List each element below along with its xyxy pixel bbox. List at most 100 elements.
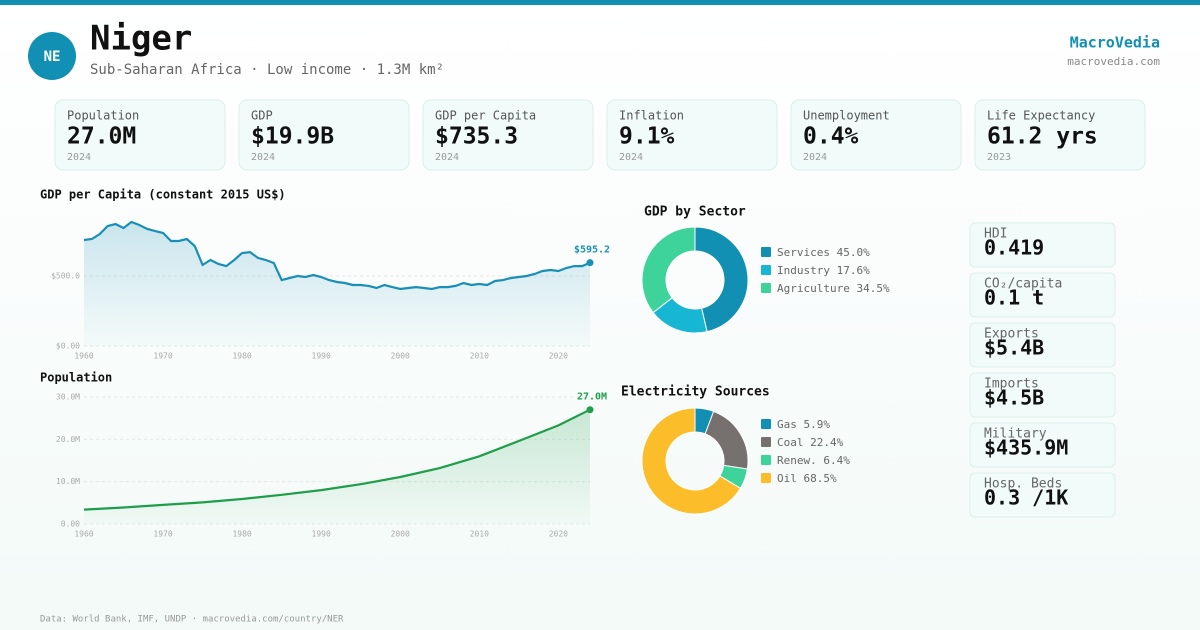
legend-swatch [761, 455, 771, 465]
stat-card [969, 272, 1116, 318]
legend-swatch [761, 437, 771, 447]
y-tick-label: 20.0M [56, 435, 80, 444]
stat-card [969, 322, 1116, 368]
y-tick-label: 10.0M [56, 477, 80, 486]
x-tick-label: 2020 [549, 530, 568, 539]
y-tick-label: $0.00 [56, 342, 80, 351]
stat-label: CO₂/capita [984, 277, 1062, 292]
kpi-value: 27.0M [67, 124, 136, 150]
x-tick-label: 1970 [153, 352, 172, 361]
line [83, 408, 591, 511]
stat-value: 0.3 /1K [984, 486, 1068, 510]
stat-value: $435.9M [984, 436, 1068, 460]
stat-label: Military [984, 427, 1047, 442]
stat-value: 0.1 t [984, 286, 1044, 310]
legend-value: 34.5% [856, 282, 889, 295]
stat-label: Exports [984, 327, 1039, 342]
y-tick-label: 30.0M [56, 393, 80, 402]
stat-card [969, 222, 1116, 268]
badge [28, 32, 76, 80]
x-tick-label: 2010 [470, 352, 489, 361]
kpi-card [238, 99, 410, 171]
legend-name: Gas [777, 418, 797, 431]
subtitle: Sub-Saharan Africa · Low income · 1.3M k… [90, 62, 444, 78]
chart-title: Population [40, 371, 112, 385]
kpi-card [606, 99, 778, 171]
badge-text: NE [44, 49, 61, 65]
kpi-card [790, 99, 962, 171]
legend-swatch [761, 283, 771, 293]
stat-label: HDI [984, 227, 1007, 242]
legend-name: Coal [777, 436, 804, 449]
stat-label: Hosp. Beds [984, 477, 1062, 492]
legend-value: 17.6% [837, 264, 870, 277]
x-tick-label: 1980 [232, 530, 251, 539]
kpi-card [54, 99, 226, 171]
legend-value: 45.0% [837, 246, 870, 259]
legend-value: 6.4% [823, 454, 850, 467]
stat-value: 0.419 [984, 236, 1044, 260]
kpi-value: 61.2 yrs [987, 124, 1098, 150]
kpi-value: $19.9B [251, 124, 334, 150]
x-tick-label: 2020 [549, 352, 568, 361]
brand-url: macrovedia.com [1067, 55, 1160, 68]
line [83, 220, 591, 291]
kpi-label: Life Expectancy [987, 109, 1095, 123]
end-point [586, 406, 594, 414]
legend-name: Services [777, 246, 830, 259]
x-tick-label: 2000 [391, 530, 410, 539]
legend-name: Industry [777, 264, 830, 277]
legend-name: Oil [777, 472, 797, 485]
stat-card [969, 372, 1116, 418]
legend-label: Services 45.0% [777, 246, 870, 259]
legend-value: 5.9% [804, 418, 831, 431]
x-tick-label: 1960 [74, 352, 93, 361]
end-point [586, 259, 594, 267]
value-label: 27.0M [577, 392, 607, 403]
kpi-label: Inflation [619, 109, 684, 123]
stat-value: $4.5B [984, 386, 1044, 410]
kpi-value: 9.1% [619, 124, 675, 150]
x-tick-label: 1960 [74, 530, 93, 539]
legend-name: Agriculture [777, 282, 850, 295]
kpi-year: 2024 [251, 152, 275, 163]
kpi-label: Population [67, 109, 139, 123]
x-tick-label: 1980 [232, 352, 251, 361]
legend-label: Coal 22.4% [777, 436, 844, 449]
stat-card [969, 472, 1116, 518]
kpi-card [422, 99, 594, 171]
kpi-year: 2024 [435, 152, 459, 163]
legend-value: 68.5% [804, 472, 837, 485]
legend-swatch [761, 247, 771, 257]
area [84, 222, 590, 346]
kpi-label: GDP [251, 109, 273, 123]
kpi-value: $735.3 [435, 124, 518, 150]
legend-label: Agriculture 34.5% [777, 282, 890, 295]
stat-label: Imports [984, 377, 1039, 392]
stat-card [969, 422, 1116, 468]
x-tick-label: 2000 [391, 352, 410, 361]
legend-name: Renew. [777, 454, 817, 467]
x-tick-label: 2010 [470, 530, 489, 539]
country-title: Niger [90, 19, 192, 59]
legend-swatch [761, 419, 771, 429]
donut-slice [694, 226, 749, 333]
chart-title: GDP per Capita (constant 2015 US$) [40, 188, 286, 202]
kpi-year: 2024 [619, 152, 643, 163]
donut-slice [641, 407, 742, 515]
kpi-label: Unemployment [803, 109, 890, 123]
kpi-year: 2024 [803, 152, 827, 163]
legend-swatch [761, 473, 771, 483]
chart-title: GDP by Sector [644, 205, 746, 220]
y-tick-label: $500.0 [51, 272, 80, 281]
x-tick-label: 1990 [312, 352, 331, 361]
kpi-year: 2023 [987, 152, 1011, 163]
donut-slice [641, 226, 696, 314]
area [84, 409, 590, 524]
kpi-label: GDP per Capita [435, 109, 536, 123]
legend-label: Oil 68.5% [777, 472, 837, 485]
brand: MacroVedia [1070, 34, 1160, 52]
legend-swatch [761, 265, 771, 275]
